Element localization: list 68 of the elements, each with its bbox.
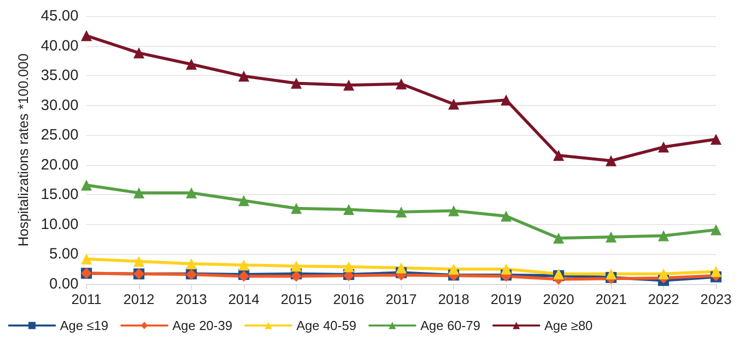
point: [448, 205, 460, 216]
point: [396, 262, 407, 274]
x-tick-label: 2015: [280, 291, 312, 307]
legend-label: Age ≥80: [544, 318, 593, 333]
point: [710, 266, 722, 277]
point: [343, 261, 354, 272]
legend-label: Age ≤19: [60, 318, 108, 333]
y-tick-label: 40.00: [40, 37, 78, 54]
point: [238, 259, 250, 270]
point: [133, 187, 144, 198]
x-tick-label: 2019: [490, 291, 522, 307]
point: [80, 180, 92, 191]
legend-label: Age 20-39: [172, 318, 232, 333]
point: [500, 94, 512, 106]
point: [186, 187, 197, 198]
point: [396, 78, 407, 90]
y-tick-label: 10.00: [40, 216, 78, 233]
y-tick-label: 25.00: [40, 126, 78, 144]
point: [80, 30, 92, 42]
point: [343, 80, 354, 91]
y-tick-label: 15.00: [40, 186, 78, 204]
x-tick-label: 2023: [700, 291, 732, 307]
x-tick-label: 2011: [71, 291, 102, 307]
x-tick-label: 2021: [595, 291, 627, 307]
legend-label: Age 60-79: [420, 318, 480, 333]
point: [343, 204, 354, 216]
point: [500, 210, 512, 222]
y-tick-label: 30.00: [40, 96, 78, 114]
point: [658, 230, 670, 242]
x-tick-label: 2016: [333, 291, 365, 307]
point: [500, 264, 512, 275]
point: [606, 155, 617, 166]
point: [186, 58, 197, 70]
point: [80, 253, 92, 264]
point: [238, 70, 250, 82]
x-tick-label: 2018: [438, 291, 470, 307]
y-tick-label: 35.00: [40, 67, 78, 84]
point: [290, 260, 302, 272]
point: [186, 258, 197, 270]
point: [133, 256, 144, 267]
point: [553, 232, 564, 244]
point: [710, 134, 722, 145]
point: [290, 202, 302, 214]
point: [553, 150, 564, 161]
point: [448, 98, 460, 110]
y-tick-label: 20.00: [40, 156, 78, 174]
x-tick-label: 2020: [543, 291, 574, 307]
x-tick-label: 2013: [176, 291, 208, 307]
point: [606, 231, 617, 242]
point: [606, 268, 617, 280]
y-tick-label: 45.00: [40, 8, 78, 24]
x-tick-label: 2012: [123, 291, 155, 307]
point: [133, 47, 144, 58]
x-tick-label: 2022: [648, 291, 680, 307]
point: [658, 268, 670, 280]
point: [290, 270, 302, 282]
point: [238, 195, 250, 206]
x-tick-label: 2014: [228, 291, 260, 307]
y-tick-label: 0.00: [49, 276, 78, 292]
point: [658, 142, 670, 153]
point: [396, 206, 407, 218]
point: [710, 224, 722, 236]
legend-label: Age 40-59: [296, 318, 356, 333]
y-axis-title: Hospitalizations rates *100.000: [15, 53, 31, 247]
y-tick-label: 5.00: [49, 246, 78, 263]
point: [448, 264, 460, 275]
x-tick-label: 2017: [386, 291, 417, 307]
point: [290, 78, 302, 89]
